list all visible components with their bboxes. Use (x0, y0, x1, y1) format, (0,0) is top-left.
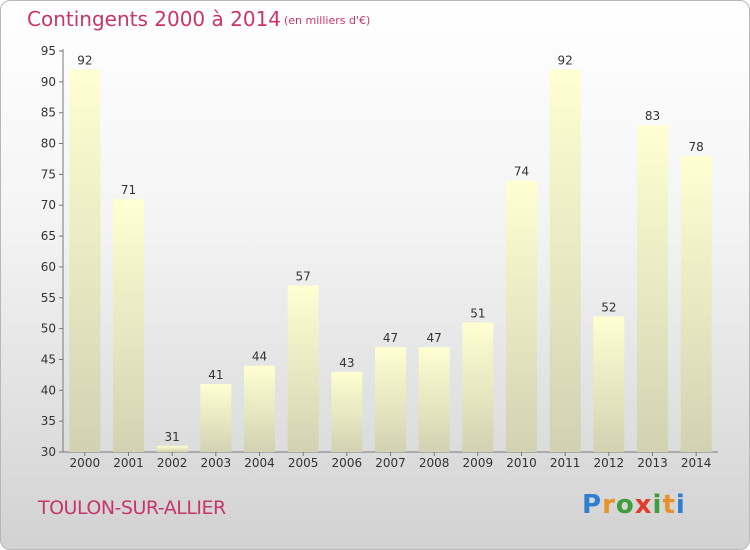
y-tick-label: 35 (41, 414, 56, 428)
y-tick-label: 60 (41, 260, 56, 274)
bar-2011 (549, 69, 581, 452)
bar-2005 (287, 285, 319, 452)
bar-2006 (331, 371, 363, 452)
y-tick-label: 70 (41, 198, 56, 212)
data-label-2004: 44 (252, 350, 267, 364)
bar-2002 (156, 445, 188, 452)
bar-2010 (506, 180, 537, 453)
y-tick-label: 50 (41, 322, 56, 336)
y-tick-label: 55 (41, 291, 56, 305)
y-tick-label: 45 (41, 352, 56, 366)
data-label-2001: 71 (121, 183, 136, 197)
data-label-2013: 83 (645, 109, 660, 123)
data-label-2014: 78 (689, 140, 704, 154)
bar-layer (69, 69, 712, 453)
bar-2000 (69, 69, 101, 452)
y-tick-label: 80 (41, 137, 56, 151)
bar-2009 (462, 322, 494, 452)
x-tick-label-2010: 2010 (506, 456, 537, 470)
axis-layer: 30 35 40 45 50 55 60 65 70 75 80 85 90 95 (41, 44, 718, 459)
bar-2013 (637, 125, 668, 453)
data-label-2007: 47 (383, 331, 398, 345)
label-layer: 92 2000 71 2001 31 2002 41 2003 44 2004 57 2005 43 20… (70, 54, 712, 470)
data-label-2000: 92 (77, 54, 92, 68)
bar-2012 (593, 316, 625, 452)
data-label-2011: 92 (558, 54, 573, 68)
data-label-2002: 31 (165, 430, 180, 444)
x-tick-label-2009: 2009 (463, 456, 494, 470)
x-tick-label-2001: 2001 (113, 456, 144, 470)
x-tick-label-2007: 2007 (375, 456, 406, 470)
x-tick-label-2000: 2000 (70, 456, 101, 470)
x-tick-label-2011: 2011 (550, 456, 581, 470)
bar-2008 (418, 347, 450, 452)
x-tick-label-2013: 2013 (637, 456, 668, 470)
x-tick-label-2008: 2008 (419, 456, 450, 470)
data-label-2008: 47 (427, 331, 442, 345)
x-tick-label-2006: 2006 (332, 456, 363, 470)
y-tick-label: 40 (41, 383, 56, 397)
y-tick-label: 85 (41, 106, 56, 120)
bar-2014 (680, 155, 712, 452)
data-label-2012: 52 (601, 300, 616, 314)
proxiti-logo: Proxiti (582, 490, 686, 520)
bar-2001 (113, 199, 144, 452)
x-tick-label-2004: 2004 (244, 456, 275, 470)
chart-title: Contingents 2000 à 2014 (27, 7, 282, 31)
data-label-2005: 57 (296, 269, 311, 283)
commune-name: TOULON-SUR-ALLIER (38, 497, 226, 519)
x-tick-label-2002: 2002 (157, 456, 188, 470)
y-tick-label: 75 (41, 167, 56, 181)
bar-2004 (244, 365, 275, 452)
bar-2007 (375, 347, 406, 452)
bar-2003 (200, 384, 232, 452)
y-tick-label: 65 (41, 229, 56, 243)
x-tick-label-2012: 2012 (594, 456, 625, 470)
x-tick-label-2003: 2003 (201, 456, 232, 470)
x-tick-label-2005: 2005 (288, 456, 319, 470)
data-label-2010: 74 (514, 165, 529, 179)
y-tick-label: 90 (41, 75, 56, 89)
data-label-2009: 51 (470, 306, 485, 320)
data-label-2006: 43 (339, 356, 354, 370)
chart-subtitle: (en milliers d'€) (284, 14, 371, 27)
data-label-2003: 41 (208, 368, 223, 382)
y-tick-label: 30 (41, 445, 56, 459)
x-tick-label-2014: 2014 (681, 456, 712, 470)
y-tick-label: 95 (41, 44, 56, 58)
